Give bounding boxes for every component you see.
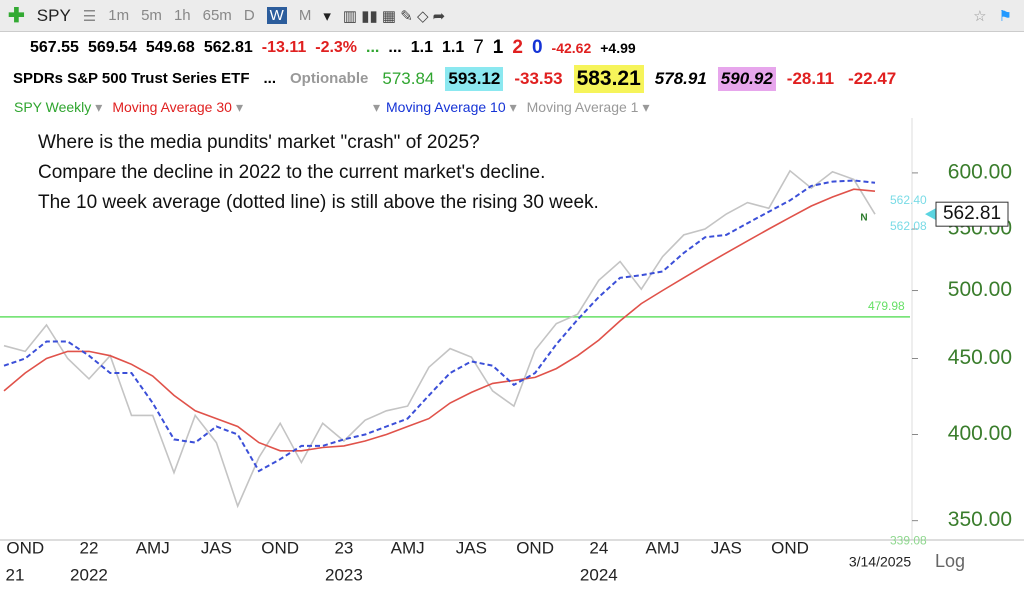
x-year-label: 2023 bbox=[325, 565, 363, 584]
x-tick-label: 23 bbox=[334, 538, 353, 557]
x-tick-label: AMJ bbox=[136, 538, 170, 557]
quote-value: -13.11 bbox=[261, 38, 307, 56]
quote-value: 583.21 bbox=[573, 64, 644, 93]
interval[interactable]: D bbox=[243, 7, 255, 24]
series-line bbox=[3, 179, 876, 473]
dropdown-icon[interactable]: ▾ bbox=[323, 7, 331, 25]
quote-value: +4.99 bbox=[600, 39, 636, 56]
quote-value: -28.11 bbox=[786, 68, 835, 88]
annotation: The 10 week average (dotted line) is sti… bbox=[38, 192, 599, 213]
quote-value: 562.81 bbox=[203, 38, 253, 56]
y-tick-label: 600.00 bbox=[948, 160, 1012, 183]
scale-label: Log bbox=[935, 551, 965, 571]
dropdown-icon[interactable]: ▾ bbox=[642, 98, 650, 115]
legend: SPY Weekly ▾ Moving Average 30 ▾ ▾ Moving A… bbox=[0, 96, 1024, 118]
y-tick-label: 500.00 bbox=[948, 278, 1012, 301]
quote-value: 1.1 bbox=[410, 38, 433, 56]
quote-value: 569.54 bbox=[87, 38, 137, 56]
interval[interactable]: 5m bbox=[141, 7, 162, 24]
x-year-label: 21 bbox=[6, 565, 25, 584]
quote-value: 0 bbox=[531, 36, 543, 58]
interval[interactable]: 1m bbox=[108, 7, 130, 24]
annotation: Where is the media pundits' market "cras… bbox=[38, 132, 480, 153]
marker-label: N bbox=[860, 213, 867, 224]
quote-value: 573.84 bbox=[382, 68, 435, 88]
interval[interactable]: M bbox=[298, 7, 312, 24]
interval[interactable]: 1h bbox=[173, 7, 191, 24]
symbol[interactable]: SPY bbox=[36, 5, 71, 25]
quote-value: 590.92 bbox=[717, 66, 776, 91]
quote-value: 567.55 bbox=[30, 38, 79, 56]
date-label: 3/14/2025 bbox=[849, 554, 911, 570]
price-pointer bbox=[925, 208, 936, 221]
x-tick-label: AMJ bbox=[391, 538, 425, 557]
menu-icon[interactable]: ☰ bbox=[82, 7, 97, 25]
last-price: 562.81 bbox=[943, 203, 1001, 224]
quote-value: Optionable bbox=[290, 70, 369, 87]
tools-icon[interactable]: ▥ ▮▮ ▦ ✎ ◇ ➦ bbox=[342, 7, 446, 25]
x-tick-label: JAS bbox=[711, 538, 742, 557]
price-line-label: 479.98 bbox=[868, 299, 905, 313]
quote-value: ... bbox=[366, 38, 380, 56]
flag-icon[interactable]: ⚑ bbox=[998, 7, 1012, 25]
x-year-label: 2024 bbox=[580, 565, 618, 584]
quote-value: 593.12 bbox=[445, 66, 504, 91]
side-label: 562.40 bbox=[890, 193, 927, 207]
x-tick-label: OND bbox=[6, 538, 44, 557]
y-tick-label: 400.00 bbox=[948, 422, 1012, 445]
add-icon[interactable]: ✚ bbox=[8, 5, 25, 27]
quote-value: 1.1 bbox=[441, 38, 465, 56]
interval[interactable]: W bbox=[266, 7, 287, 24]
security-name: SPDRs S&P 500 Trust Series ETF bbox=[13, 70, 250, 87]
dropdown-icon[interactable]: ▾ bbox=[235, 98, 243, 115]
quote-value: -33.53 bbox=[514, 68, 563, 88]
dropdown-icon[interactable]: ▾ bbox=[509, 98, 517, 115]
x-tick-label: JAS bbox=[201, 538, 232, 557]
quote-row: SPDRs S&P 500 Trust Series ETF ... Optio… bbox=[0, 62, 1024, 95]
series-line bbox=[3, 188, 876, 452]
annotation: Compare the decline in 2022 to the curre… bbox=[38, 162, 545, 183]
x-year-label: 2022 bbox=[70, 565, 108, 584]
quote-value: 578.91 bbox=[654, 68, 707, 88]
quote-row: 567.55 569.54 549.68 562.81 -13.11 -2.3%… bbox=[0, 33, 1024, 62]
x-tick-label: OND bbox=[516, 538, 554, 557]
toolbar: ✚ SPY ☰ 1m 5m 1h 65m D W M ▾ ▥ ▮▮ ▦ ✎ ◇ … bbox=[0, 0, 1024, 32]
quote-value: 1 bbox=[492, 36, 504, 58]
quote-value: -22.47 bbox=[848, 68, 897, 88]
x-tick-label: 22 bbox=[80, 538, 99, 557]
x-tick-label: OND bbox=[261, 538, 299, 557]
quote-value: 7 bbox=[473, 36, 484, 58]
x-tick-label: OND bbox=[771, 538, 809, 557]
star-icon[interactable]: ☆ bbox=[973, 7, 987, 25]
dropdown-icon[interactable]: ▾ bbox=[95, 98, 103, 115]
legend-entry[interactable]: Moving Average 1 bbox=[526, 99, 639, 115]
legend-entry[interactable]: Moving Average 30 bbox=[112, 99, 232, 115]
y-tick-label: 450.00 bbox=[948, 346, 1012, 369]
dropdown-icon[interactable]: ▾ bbox=[372, 98, 380, 115]
x-tick-label: JAS bbox=[456, 538, 487, 557]
y-tick-label: 350.00 bbox=[948, 508, 1012, 531]
legend-entry[interactable]: Moving Average 10 bbox=[386, 99, 506, 115]
x-tick-label: 24 bbox=[589, 538, 608, 557]
quote-value: 2 bbox=[512, 36, 523, 58]
chart-name[interactable]: SPY Weekly bbox=[14, 99, 92, 115]
quote-value: ... bbox=[388, 38, 402, 56]
series-line bbox=[3, 169, 876, 509]
quote-value: 549.68 bbox=[145, 38, 195, 56]
interval[interactable]: 65m bbox=[202, 7, 232, 24]
price-box bbox=[935, 201, 1009, 227]
side-label: 339.08 bbox=[890, 533, 927, 547]
quote-value: -42.62 bbox=[551, 39, 592, 56]
quote-value: ... bbox=[263, 70, 277, 87]
side-label: 562.08 bbox=[890, 219, 927, 233]
x-tick-label: AMJ bbox=[646, 538, 680, 557]
quote-value: -2.3% bbox=[315, 38, 358, 56]
